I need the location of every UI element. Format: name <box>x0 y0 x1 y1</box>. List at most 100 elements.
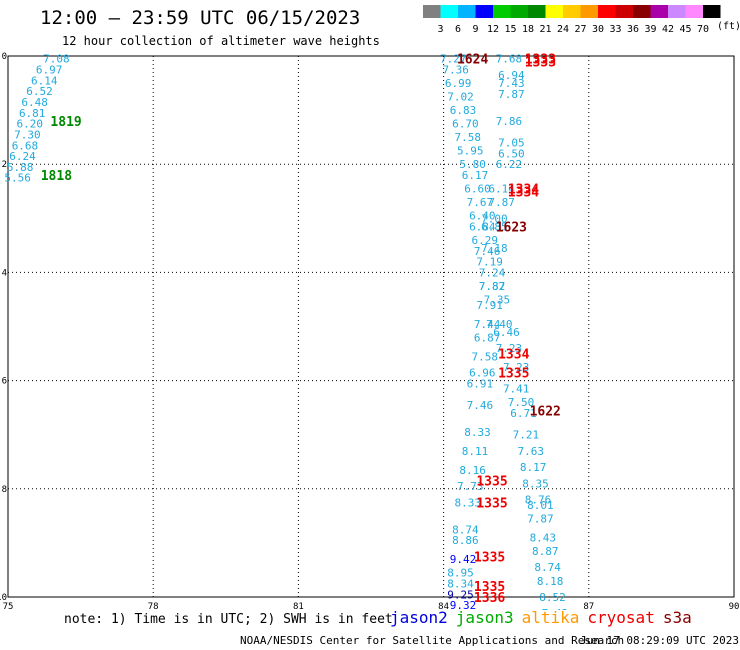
wave-height-value: 7.00 <box>481 212 508 225</box>
wave-height-value: 6.14 <box>31 74 58 87</box>
wave-height-value: 5.56 <box>4 172 31 185</box>
wave-height-value: 7.18 <box>481 242 508 255</box>
wave-height-value: 7.50 <box>508 396 535 409</box>
pass-time-label: 1335 <box>476 475 507 490</box>
wave-height-value: 8.43 <box>530 531 557 544</box>
wave-height-value: 7.08 <box>43 53 70 66</box>
scale-label: 39 <box>644 24 656 35</box>
wave-height-value: 7.67 <box>467 196 494 209</box>
legend-entry-jason3: jason3 <box>455 608 514 627</box>
wave-height-value: 6.50 <box>498 147 525 160</box>
y-tick-label: -10 <box>0 593 7 603</box>
wave-height-value: 7.58 <box>455 131 482 144</box>
wave-height-value: 6.87 <box>474 331 501 344</box>
scale-swatch <box>563 5 581 18</box>
pass-time-label: 1334 <box>508 183 539 198</box>
pass-time-label: 1333 <box>525 53 556 68</box>
wave-height-value: 6.20 <box>17 118 44 131</box>
wave-height-value: 8.95 <box>447 567 474 580</box>
scale-swatch <box>458 5 476 18</box>
color-scale: 3 6 9 12 15 18 21 24 27 30 33 36 39 42 45 70 <box>423 5 721 35</box>
wave-height-value: 7.58 <box>471 350 498 363</box>
wave-height-value: 9.25 <box>447 588 474 601</box>
y-tick-label: -8 <box>0 485 7 495</box>
scale-swatch <box>510 5 528 18</box>
wave-height-value: 7.46 <box>467 399 494 412</box>
legend-entry-cryosat: cryosat <box>587 608 655 627</box>
wave-height-value: 7.23 <box>503 361 530 374</box>
wave-height-value: 6.14 <box>488 183 515 196</box>
wave-height-value: 8.11 <box>462 445 489 458</box>
wave-height-value: 8.74 <box>534 561 561 574</box>
scale-label: 70 <box>697 24 709 35</box>
scale-label: 12 <box>487 24 499 35</box>
wave-height-value: 6.97 <box>36 64 63 77</box>
pass-time-label: 1334 <box>498 348 529 363</box>
scale-label: 15 <box>504 24 516 35</box>
scale-swatch <box>493 5 511 18</box>
wave-height-value: 7.87 <box>479 280 506 293</box>
wave-height-value: 6.17 <box>462 169 489 182</box>
wave-height-value: 7.46 <box>474 245 501 258</box>
pass-time-label: 1333 <box>525 55 556 70</box>
x-tick-label: 84 <box>438 602 449 610</box>
wave-height-value: 7.87 <box>498 88 525 101</box>
x-tick-label: 81 <box>293 602 304 610</box>
wave-height-value: 7.19 <box>476 256 503 269</box>
scale-swatch <box>668 5 686 18</box>
wave-height-value: 7.02 <box>447 91 474 104</box>
wave-height-value: 5.80 <box>459 158 486 171</box>
scale-swatch <box>545 5 563 18</box>
scale-swatch <box>633 5 651 18</box>
scale-label: 18 <box>522 24 534 35</box>
x-tick-label: 78 <box>148 602 159 610</box>
scale-label: 27 <box>574 24 586 35</box>
scale-unit: (ft) <box>717 21 740 32</box>
scale-swatch <box>598 5 616 18</box>
wave-height-value: 7.40 <box>486 318 513 331</box>
wave-height-value: 6.91 <box>467 377 494 390</box>
wave-height-value: 8.86 <box>452 534 479 547</box>
wave-height-value: 8.01 <box>527 499 554 512</box>
wave-height-value: 8.16 <box>459 464 486 477</box>
page-subtitle: 12 hour collection of altimeter wave hei… <box>62 34 380 48</box>
wave-height-value: 9.32 <box>450 599 477 610</box>
wave-height-value: 6.99 <box>445 77 472 90</box>
scale-label: 24 <box>557 24 569 35</box>
wave-height-value: 8.33 <box>464 426 491 439</box>
scale-swatch <box>685 5 703 18</box>
x-tick-label: 87 <box>583 602 594 610</box>
wave-height-value: 5.95 <box>457 145 484 158</box>
wave-height-value: 8.18 <box>537 575 564 588</box>
scale-label: 9 <box>472 24 478 35</box>
scale-label: 30 <box>592 24 604 35</box>
footer-credit: NOAA/NESDIS Center for Satellite Applica… <box>240 634 625 647</box>
wave-height-value: 6.96 <box>469 366 496 379</box>
wave-height-value: 6.83 <box>450 104 477 117</box>
satellite-legend: jason2 jason3 altika cryosat s3a <box>390 608 700 627</box>
wave-height-value: 6.70 <box>452 118 479 131</box>
wave-height-value: 6.24 <box>9 150 36 163</box>
scale-swatch <box>475 5 493 18</box>
wave-height-value: 7.21 <box>513 429 540 442</box>
wave-height-value: 8.17 <box>520 461 547 474</box>
scale-swatch <box>615 5 633 18</box>
pass-time-label: 1335 <box>474 550 505 565</box>
legend-entry-altika: altika <box>521 608 580 627</box>
scale-label: 21 <box>539 24 551 35</box>
wave-height-value: 7.63 <box>517 445 544 458</box>
wave-height-value: 6.46 <box>493 326 520 339</box>
wave-height-value: 8.76 <box>525 494 552 507</box>
scale-label: 42 <box>662 24 674 35</box>
wave-height-value: 7.24 <box>479 266 506 279</box>
wave-height-value: 7.91 <box>476 299 503 312</box>
pass-time-label: 1334 <box>508 185 539 200</box>
wave-height-value: 7.82 <box>479 280 506 293</box>
wave-height-value: 9.42 <box>450 553 477 566</box>
wave-height-value: 6.60 <box>464 183 491 196</box>
wave-height-value: 7.27 <box>440 53 467 66</box>
wave-height-value: 7.42 <box>542 607 569 610</box>
wave-height-value: 7.41 <box>503 383 530 396</box>
pass-time-label: 1624 <box>457 53 488 68</box>
scale-swatch <box>580 5 598 18</box>
